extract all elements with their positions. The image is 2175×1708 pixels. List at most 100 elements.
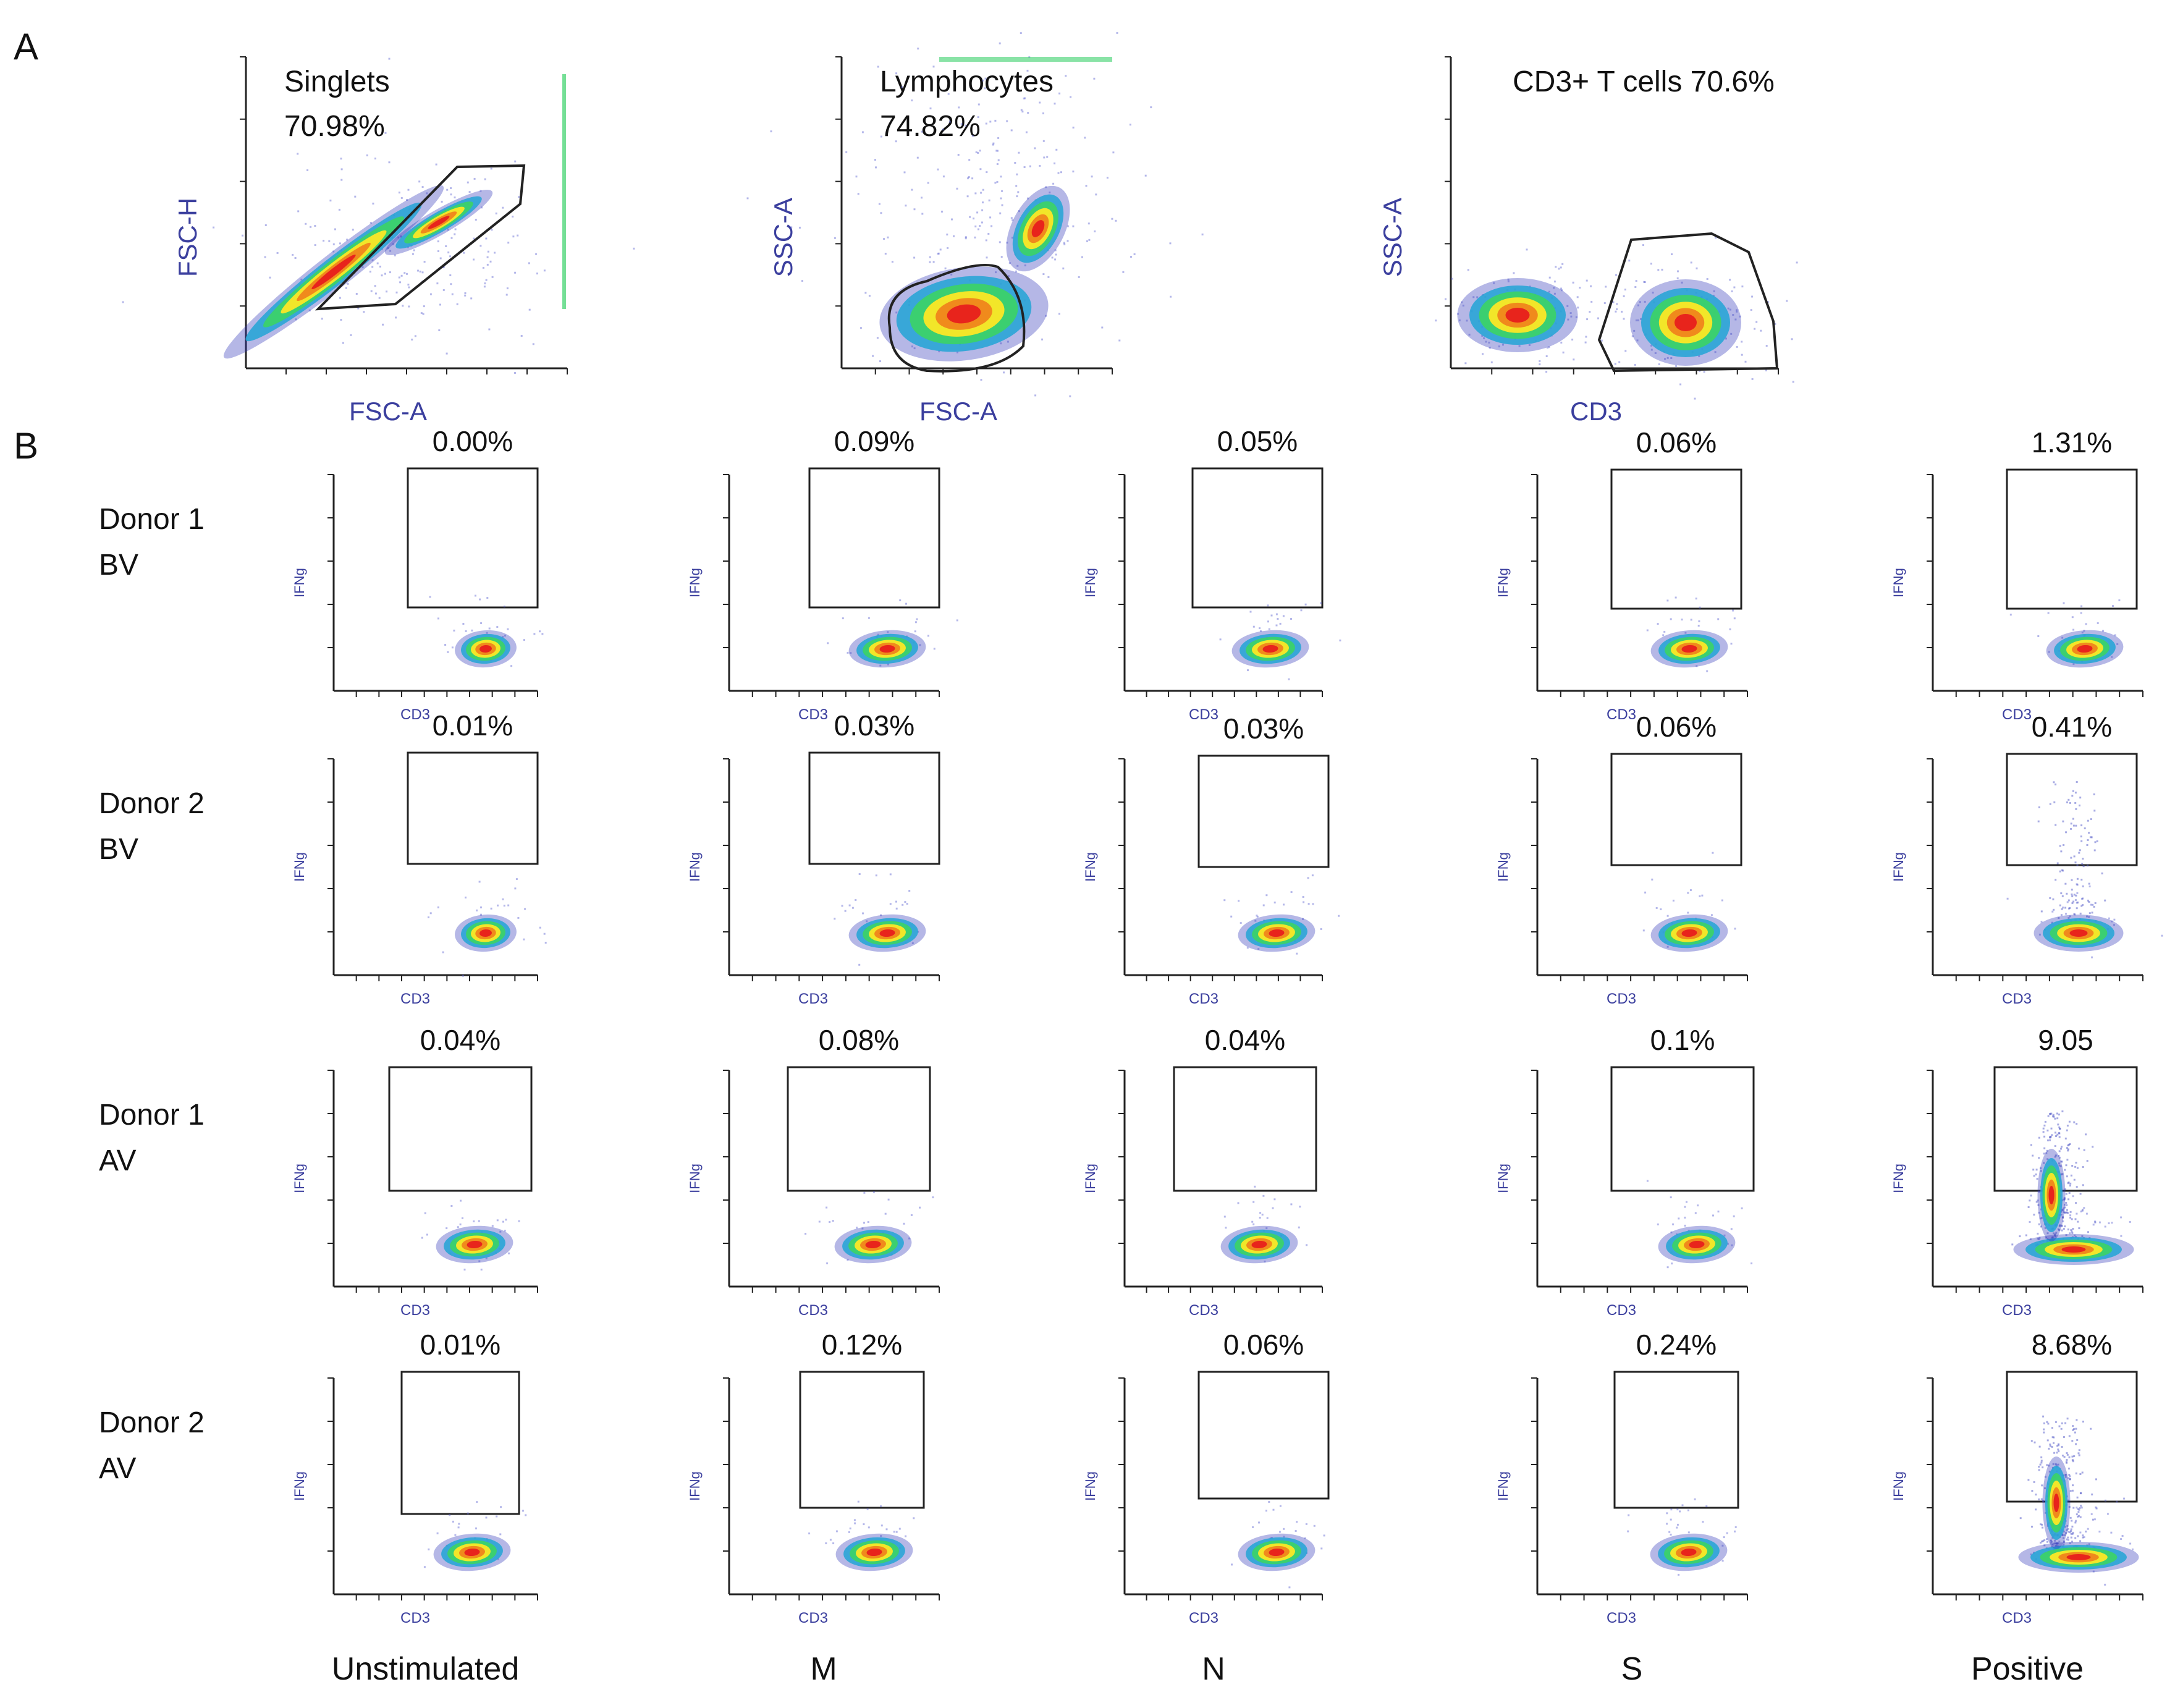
event-dot: [2065, 1202, 2067, 1204]
event-dot: [1697, 1204, 1699, 1207]
event-dot: [859, 327, 862, 329]
event-dot: [1670, 1231, 1673, 1233]
event-dot: [1268, 628, 1270, 630]
event-dot: [408, 305, 410, 308]
event-dot: [2061, 1146, 2063, 1148]
event-dot: [2043, 1544, 2046, 1547]
event-dot: [1118, 339, 1121, 342]
event-dot: [1144, 174, 1147, 177]
y-axis-label: IFNg: [292, 852, 307, 882]
event-dot: [514, 271, 517, 274]
event-dot: [1733, 286, 1736, 289]
event-dot: [2076, 877, 2079, 880]
event-dot: [497, 1558, 499, 1560]
event-dot: [881, 1524, 883, 1527]
event-dot: [2080, 1505, 2082, 1507]
event-dot: [426, 1233, 428, 1236]
event-dot: [1011, 237, 1013, 239]
event-dot: [2123, 1497, 2125, 1500]
event-dot: [1616, 308, 1618, 310]
event-dot: [2037, 635, 2040, 637]
event-dot: [1279, 1505, 1282, 1507]
event-dot: [1435, 319, 1437, 322]
event-dot: [835, 1530, 838, 1533]
event-dot: [1623, 318, 1625, 320]
event-dot: [1094, 230, 1096, 232]
event-dot: [1237, 1202, 1240, 1204]
event-dot: [2070, 856, 2072, 859]
event-dot: [2086, 844, 2088, 846]
event-dot: [499, 1533, 502, 1536]
event-dot: [2075, 1520, 2077, 1522]
event-dot: [2051, 1115, 2054, 1118]
event-dot: [1086, 240, 1088, 242]
event-dot: [507, 242, 510, 244]
event-dot: [975, 151, 978, 153]
event-dot: [1681, 1504, 1684, 1507]
edge-events: [562, 74, 566, 309]
event-dot: [518, 1220, 520, 1222]
event-dot: [400, 274, 403, 277]
event-dot: [1706, 670, 1708, 672]
event-dot: [1589, 311, 1591, 313]
gate-percentage: 0.03%: [1223, 712, 1304, 745]
x-axis-label: CD3: [400, 991, 430, 1007]
event-dot: [1710, 914, 1713, 916]
event-dot: [1000, 175, 1002, 178]
event-dot: [906, 903, 908, 905]
event-dot: [2040, 1456, 2043, 1458]
event-dot: [435, 163, 437, 166]
event-dot: [2051, 1446, 2053, 1448]
event-dot: [2055, 1131, 2056, 1134]
event-dot: [2071, 879, 2073, 881]
event-dot: [2075, 894, 2077, 897]
event-dot: [1246, 947, 1249, 949]
event-dot: [2067, 1531, 2070, 1533]
event-dot: [475, 219, 477, 221]
event-dot: [1339, 639, 1341, 641]
event-dot: [919, 644, 921, 646]
x-axis-label: CD3: [798, 1302, 828, 1319]
event-dot: [453, 629, 455, 632]
event-dot: [1717, 618, 1720, 620]
event-dot: [2039, 1463, 2042, 1466]
event-dot: [514, 372, 516, 374]
lymphocytes-gate: [887, 263, 1026, 373]
event-dot: [1024, 264, 1026, 266]
event-dot: [1306, 1244, 1308, 1246]
event-dot: [1637, 304, 1639, 307]
event-dot: [1687, 911, 1689, 914]
event-dot: [1705, 1505, 1708, 1508]
event-dot: [2084, 827, 2086, 829]
event-dot: [1618, 361, 1621, 363]
event-dot: [1670, 1518, 1672, 1521]
event-dot: [1252, 1526, 1254, 1528]
panel-b: Donor 1BVIFNgCD30.00%IFNgCD30.09%IFNgCD3…: [99, 425, 2163, 1687]
event-dot: [1451, 277, 1453, 280]
event-dot: [369, 271, 371, 273]
density-contour: [2077, 645, 2093, 653]
event-dot: [2072, 1460, 2074, 1463]
event-dot: [1490, 361, 1493, 363]
event-dot: [2079, 805, 2080, 806]
event-dot: [2112, 605, 2114, 607]
event-dot: [525, 1514, 527, 1516]
event-dot: [2051, 1436, 2054, 1439]
event-dot: [2052, 1463, 2055, 1465]
event-dot: [473, 258, 475, 261]
event-dot: [2108, 1222, 2110, 1225]
event-dot: [1616, 303, 1618, 305]
event-dot: [2066, 901, 2069, 903]
event-dot: [1548, 346, 1550, 349]
event-dot: [411, 339, 413, 340]
event-dot: [2111, 656, 2113, 658]
density-contour: [879, 645, 895, 653]
event-dot: [994, 119, 997, 122]
event-dot: [2046, 1158, 2049, 1161]
event-dot: [2033, 1175, 2035, 1177]
event-dot: [478, 1260, 481, 1262]
event-dot: [1051, 256, 1054, 259]
event-dot: [1262, 904, 1265, 907]
event-dot: [2046, 1421, 2048, 1423]
